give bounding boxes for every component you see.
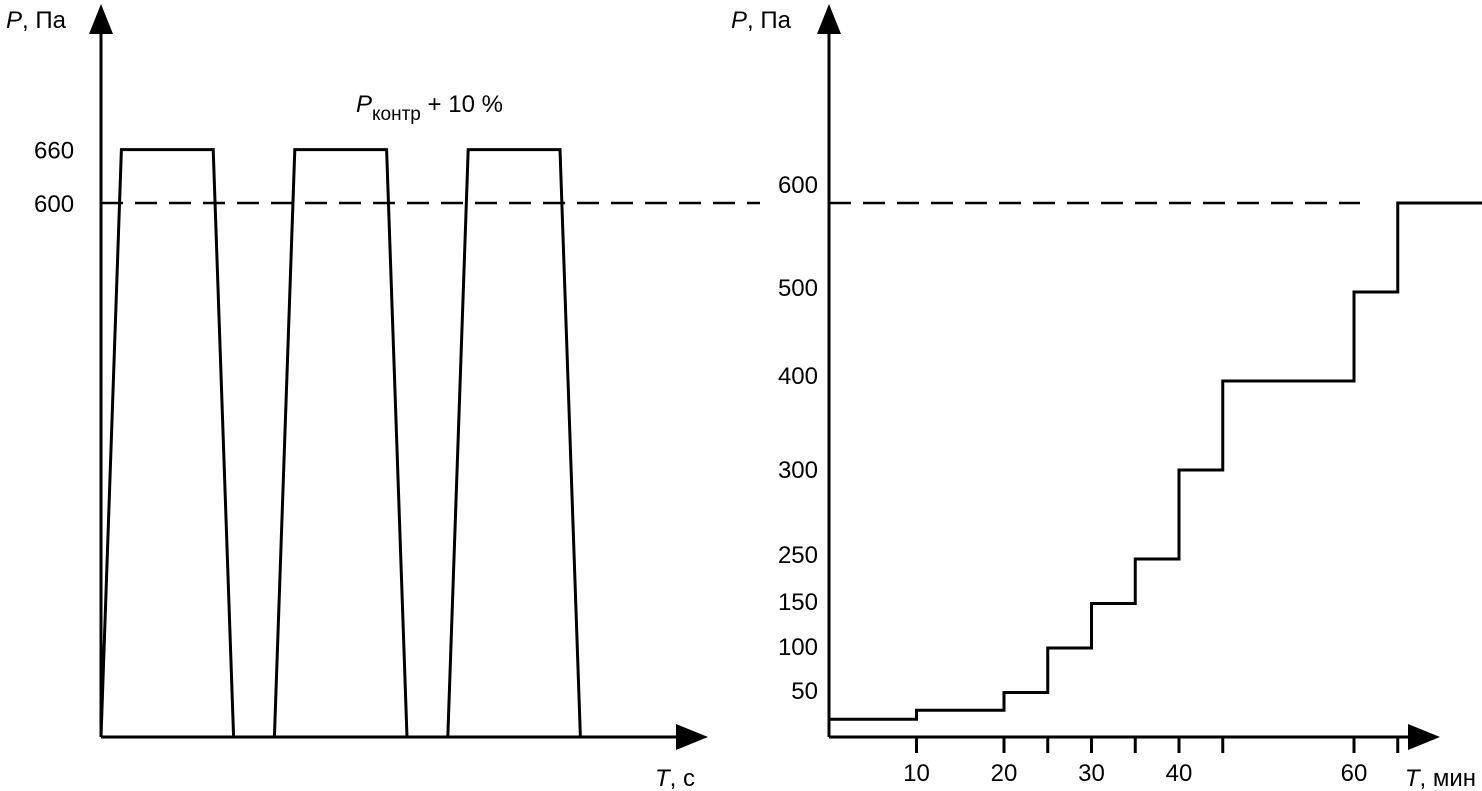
x-axis-arrow-icon bbox=[676, 724, 708, 750]
right-chart: P, Па T, мин 600 500 400 300 250 150 100 50 10 20 30… bbox=[731, 4, 1482, 791]
y-tick-label: 300 bbox=[778, 457, 818, 484]
x-tick-label: 40 bbox=[1166, 760, 1193, 787]
y-tick-label: 250 bbox=[778, 542, 818, 569]
y-tick-label: 150 bbox=[778, 589, 818, 616]
x-axis-label: T, с bbox=[655, 765, 695, 791]
y-axis-arrow-icon bbox=[817, 4, 841, 34]
y-axis-label: P, Па bbox=[731, 7, 792, 34]
series-line bbox=[829, 201, 1482, 721]
y-tick-label: 500 bbox=[778, 275, 818, 302]
y-tick-label: 600 bbox=[778, 172, 818, 199]
left-chart: P, Па T, с 660 600 Pконтр + 10 % bbox=[6, 4, 760, 791]
x-tick-label: 60 bbox=[1341, 760, 1368, 787]
x-tick-label: 10 bbox=[903, 760, 930, 787]
y-tick-label: 400 bbox=[778, 363, 818, 390]
x-tick-label: 20 bbox=[991, 760, 1018, 787]
y-tick-label: 100 bbox=[778, 634, 818, 661]
y-axis-label: P, Па bbox=[6, 7, 67, 34]
y-tick-label: 600 bbox=[34, 191, 74, 218]
x-axis-label: T, мин bbox=[1405, 765, 1476, 791]
annotation-label: Pконтр + 10 % bbox=[356, 91, 503, 125]
series-line bbox=[99, 148, 582, 739]
y-tick-label: 660 bbox=[34, 138, 74, 165]
y-axis-arrow-icon bbox=[89, 4, 113, 34]
x-tick-label: 30 bbox=[1078, 760, 1105, 787]
x-axis-arrow-icon bbox=[1408, 724, 1440, 750]
y-tick-label: 50 bbox=[791, 678, 818, 705]
